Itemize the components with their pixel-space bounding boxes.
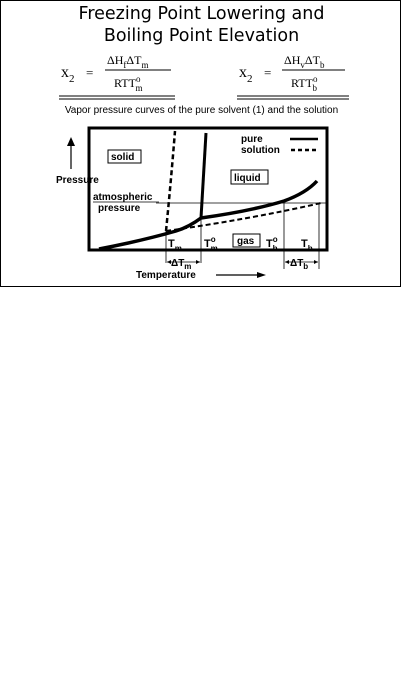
diagram-caption: Vapor pressure curves of the pure solven… [64,105,339,116]
slide-panel: Freezing Point Lowering and Boiling Poin… [0,0,401,287]
equation-boiling: x2 = ΔHvΔTb RTTo b [237,53,349,100]
label-tm: Tm [168,238,182,253]
label-delta-tb: ΔTb [290,258,308,271]
label-tm-zero: To m [204,235,218,253]
region-solid-box [107,149,142,164]
x-axis-label: Temperature [136,270,196,281]
eq-right-numerator: ΔHvΔTb [284,53,325,70]
eq-right-equals: = [264,65,271,80]
phase-diagram: Pressure solid liquid gas atm [56,126,329,281]
atm-pressure-label-2: pressure [98,203,141,214]
region-gas-box [232,233,261,248]
y-axis-arrowhead [67,137,75,146]
region-solid-label: solid [111,152,134,163]
pure-melting-curve [199,132,208,219]
legend-solution-label: solution [241,145,280,156]
eq-left-denominator: RTTo m [114,74,142,93]
eq-left-numerator: ΔHfΔTm [107,53,148,70]
delta-tm-arrow-left [167,260,171,264]
atm-pressure-label-1: atmospheric [93,192,153,203]
eq-left-equals: = [86,65,93,80]
eq-right-lhs: x2 [239,64,253,85]
solution-vapor-pressure-curve [165,202,322,232]
legend-pure-label: pure [241,134,263,145]
region-gas-label: gas [237,236,255,247]
legend: pure solution [241,134,318,156]
delta-tb-arrow-left [285,260,289,264]
region-liquid-label: liquid [234,173,261,184]
solution-melting-curve [164,130,177,232]
eq-right-denominator: RTTo b [291,74,318,93]
delta-tm-arrow-right [196,260,200,264]
label-delta-tm: ΔTm [171,258,191,271]
slide-title-line-2: Boiling Point Elevation [103,26,300,46]
slide-title-line-1: Freezing Point Lowering and [78,4,325,24]
diagram-frame [87,126,329,252]
region-liquid-box [230,169,269,185]
y-axis-label: Pressure [56,175,99,186]
label-tb-zero: To b [266,235,278,253]
equations-area: x2 = ΔHfΔTm RTTo m x2 = ΔHvΔTb RTTo b [59,53,349,100]
equation-freezing: x2 = ΔHfΔTm RTTo m [59,53,175,100]
eq-left-lhs: x2 [61,64,75,85]
label-tb: Tb [301,238,313,253]
x-axis-arrowhead [257,272,266,278]
delta-tb-arrow-right [314,260,318,264]
